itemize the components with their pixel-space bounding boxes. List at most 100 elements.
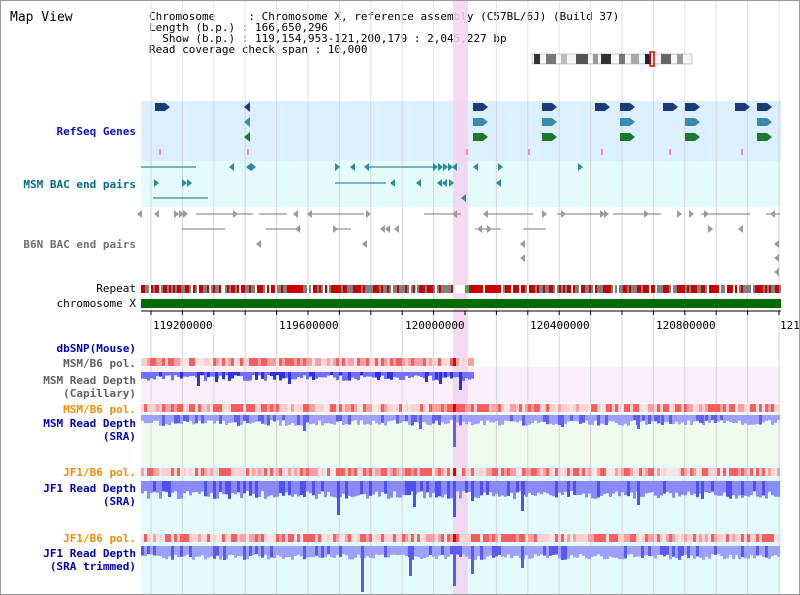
depth-bar <box>192 372 195 376</box>
depth-bar <box>252 481 255 495</box>
depth-bar <box>549 546 552 556</box>
gene-tick <box>159 149 161 155</box>
depth-bar <box>264 415 267 425</box>
gene-arrow <box>767 103 772 111</box>
repeat-mark <box>597 285 599 293</box>
track-label-refseq[interactable]: RefSeq Genes <box>56 125 136 138</box>
repeat-mark <box>285 285 287 293</box>
pol-mark <box>297 404 300 412</box>
track-label-b6n-bac[interactable]: B6N BAC end pairs <box>23 238 136 251</box>
repeat-mark <box>635 285 637 293</box>
depth-bar <box>675 481 678 493</box>
depth-bar <box>159 546 162 557</box>
pol-mark <box>687 404 690 412</box>
track-label-jf1-depth-trim-sub: (SRA trimmed) <box>49 560 136 573</box>
pol-mark <box>711 534 714 542</box>
depth-bar <box>690 481 693 496</box>
gene-arrow <box>552 133 557 141</box>
track-label-jf1-b6-pol-1: JF1/B6 pol. <box>63 466 136 479</box>
repeat-mark <box>541 285 543 293</box>
pol-mark <box>261 358 264 366</box>
depth-bar <box>186 481 189 492</box>
pol-mark <box>453 358 456 366</box>
repeat-mark <box>627 285 629 293</box>
pol-mark <box>243 358 246 366</box>
depth-bar <box>378 415 381 425</box>
pol-mark <box>342 358 345 366</box>
pol-mark <box>186 358 189 366</box>
repeat-mark <box>371 285 373 293</box>
depth-bar <box>633 415 636 421</box>
pol-mark <box>336 468 339 476</box>
depth-bar <box>351 546 354 560</box>
pol-mark <box>264 534 267 542</box>
pol-mark <box>327 468 330 476</box>
depth-bar <box>252 372 255 376</box>
pol-mark <box>201 358 204 366</box>
depth-bar <box>414 546 417 557</box>
pol-mark <box>147 534 150 542</box>
gene-mark <box>155 103 165 111</box>
pol-mark <box>147 468 150 476</box>
pol-mark <box>447 404 450 412</box>
depth-bar <box>366 481 369 499</box>
repeat-mark <box>779 285 781 293</box>
pol-mark <box>546 468 549 476</box>
pol-mark <box>270 534 273 542</box>
depth-bar <box>465 415 468 425</box>
pol-mark <box>324 358 327 366</box>
pol-mark <box>576 534 579 542</box>
pol-mark <box>699 404 702 412</box>
pol-mark <box>255 404 258 412</box>
depth-bar <box>615 546 618 558</box>
pol-mark <box>459 534 462 542</box>
pol-mark <box>387 534 390 542</box>
pol-mark <box>408 534 411 542</box>
depth-bar <box>552 415 555 425</box>
pol-mark <box>333 534 336 542</box>
depth-spike <box>661 415 664 425</box>
depth-bar <box>354 372 357 379</box>
bac-end <box>246 163 251 171</box>
track-label-dbsnp[interactable]: dbSNP(Mouse) <box>56 342 136 355</box>
pol-mark <box>252 468 255 476</box>
depth-bar <box>276 372 279 376</box>
depth-bar <box>288 481 291 496</box>
depth-bar <box>474 415 477 425</box>
pol-mark <box>573 404 576 412</box>
pol-mark <box>624 534 627 542</box>
depth-bar <box>255 372 258 380</box>
pol-mark <box>486 534 489 542</box>
pol-mark <box>618 534 621 542</box>
depth-bar <box>756 546 759 556</box>
bac-end <box>364 163 369 171</box>
pol-mark <box>555 468 558 476</box>
pol-mark <box>300 534 303 542</box>
pol-mark <box>339 468 342 476</box>
pol-mark <box>210 468 213 476</box>
track-label-msm-bac[interactable]: MSM BAC end pairs <box>23 178 136 191</box>
pol-mark <box>321 404 324 412</box>
depth-bar <box>291 415 294 423</box>
depth-bar <box>735 415 738 423</box>
depth-bar <box>402 415 405 422</box>
depth-bar <box>417 546 420 558</box>
pol-mark <box>288 534 291 542</box>
pol-mark <box>549 534 552 542</box>
pol-mark <box>249 534 252 542</box>
bac-end <box>449 179 454 187</box>
pol-mark <box>609 404 612 412</box>
depth-bar <box>453 372 456 378</box>
depth-bar <box>768 546 771 559</box>
depth-bar <box>603 546 606 560</box>
depth-bar <box>285 546 288 558</box>
depth-bar <box>345 372 348 381</box>
pol-mark <box>441 534 444 542</box>
pol-mark <box>723 534 726 542</box>
pol-mark <box>330 534 333 542</box>
depth-bar <box>261 546 264 558</box>
depth-bar <box>708 415 711 423</box>
repeat-mark <box>721 285 723 293</box>
pol-mark <box>678 404 681 412</box>
